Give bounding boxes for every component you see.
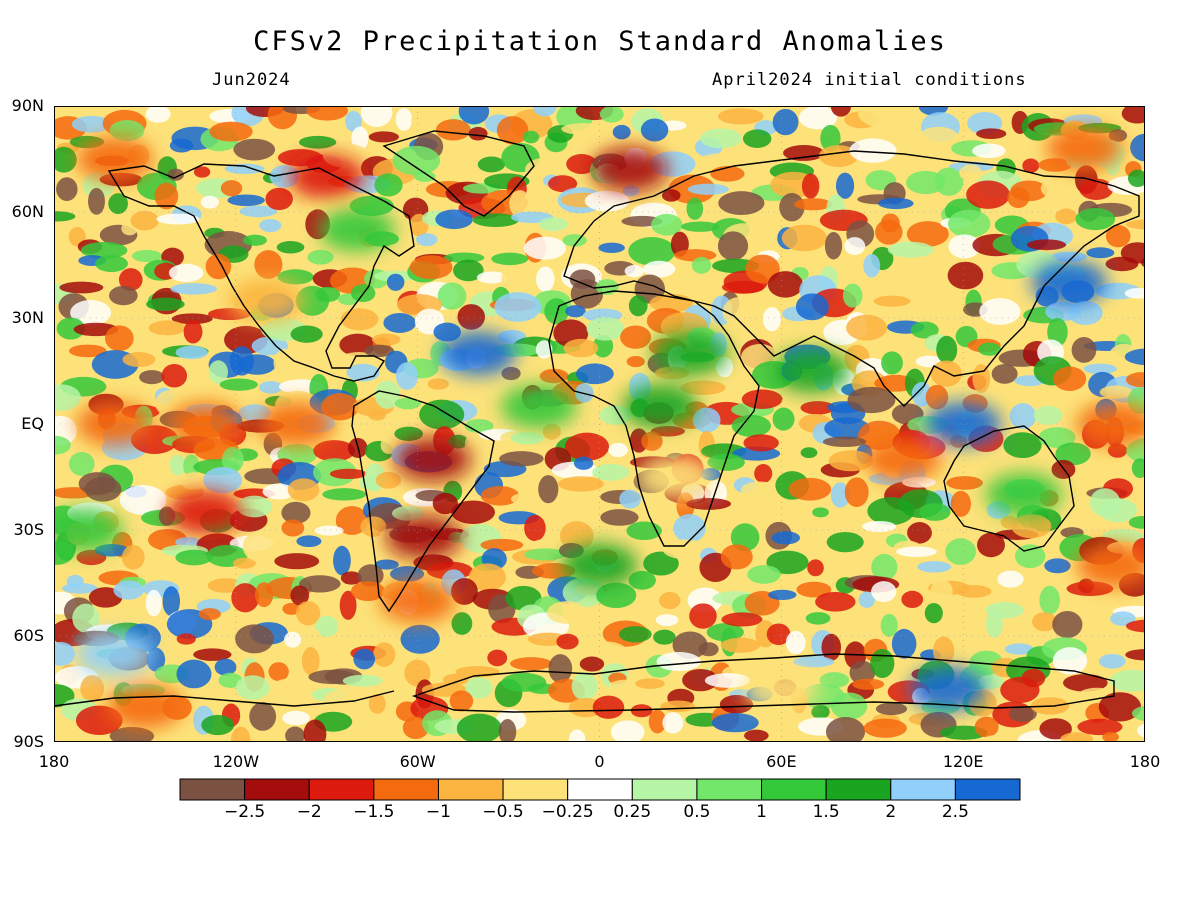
lat-label: 30N (11, 308, 44, 327)
precipitation-anomaly-map (54, 106, 1145, 742)
colorbar-tick-label: 1.5 (812, 802, 840, 822)
colorbar-swatch (761, 778, 827, 801)
anomaly-region (652, 331, 729, 376)
lat-label: 60S (13, 626, 44, 645)
colorbar-tick-label: −2.5 (223, 802, 266, 822)
colorbar-tick-label: −2 (296, 802, 322, 822)
colorbar-tick-label: −1.5 (353, 802, 395, 822)
initial-conditions: April2024 initial conditions (712, 70, 1027, 90)
lon-label: 120W (212, 752, 260, 771)
anomaly-region (864, 437, 941, 482)
graticule (54, 106, 1145, 742)
colorbar-swatch (890, 778, 956, 801)
colorbar-tick-label: −0.25 (541, 802, 594, 822)
anomaly-region (1076, 543, 1145, 588)
lat-label: EQ (21, 414, 44, 433)
colorbar-tick-label: 2.5 (941, 802, 969, 822)
lon-label: 60W (399, 752, 436, 771)
colorbar-swatch (437, 778, 504, 801)
colorbar-swatch (631, 778, 698, 801)
colorbar-swatch (373, 778, 439, 801)
map-title: CFSv2 Precipitation Standard Anomalies (253, 26, 947, 57)
anomaly-region (440, 331, 517, 376)
colorbar-swatch (567, 778, 633, 801)
colorbar-swatch (179, 778, 246, 801)
anomaly-region (167, 402, 244, 446)
colorbar-swatch (502, 778, 569, 801)
anomaly-region (385, 515, 462, 560)
anomaly-region (258, 402, 335, 446)
anomaly-region (500, 384, 577, 429)
colorbar-swatch (954, 778, 1021, 801)
lon-label: 60E (766, 752, 797, 771)
anomaly-region (319, 207, 396, 252)
colorbar-swatch (825, 778, 892, 801)
lat-label: 30S (13, 520, 44, 539)
anomaly-region (54, 508, 123, 552)
lat-label: 90S (13, 732, 44, 751)
anomaly-region (106, 684, 183, 729)
anomaly-region (985, 472, 1062, 517)
anomaly-region (394, 437, 471, 482)
anomaly-region (1046, 126, 1123, 171)
anomaly-region (773, 349, 850, 393)
colorbar-tick-label: −1 (425, 802, 451, 822)
lon-label: 180 (1129, 752, 1161, 771)
anomaly-region (910, 667, 987, 711)
lon-label: 0 (594, 752, 605, 771)
anomaly-region (637, 455, 714, 499)
colorbar-tick-label: −0.5 (482, 802, 524, 822)
anomaly-region (288, 154, 365, 199)
lat-label: 90N (11, 96, 44, 115)
map-frame (54, 106, 1145, 742)
colorbar-tick-label: 0.25 (613, 802, 652, 822)
lon-label: 180 (38, 752, 70, 771)
lon-label: 120E (942, 752, 984, 771)
colorbar-swatch (244, 778, 310, 801)
anomaly-region (167, 490, 244, 535)
colorbar-tick-label: 2 (885, 802, 897, 822)
colorbar-tick-label: 1 (756, 802, 767, 822)
anomaly-region (76, 137, 153, 181)
colorbar-swatch (696, 778, 763, 801)
coastlines (54, 130, 1140, 713)
lat-label: 60N (11, 202, 44, 221)
colorbar-tick-label: 0.5 (683, 802, 711, 822)
colorbar-swatch (308, 778, 375, 801)
anomaly-region (1031, 260, 1108, 305)
forecast-month: Jun2024 (212, 70, 291, 90)
anomaly-region (591, 147, 668, 192)
anomaly-region (76, 631, 153, 676)
anomaly-region (561, 543, 638, 588)
anomaly-region (743, 667, 820, 711)
anomaly-region (622, 384, 699, 429)
anomaly-region (379, 578, 456, 623)
colorbar (179, 778, 1021, 801)
anomaly-region (228, 278, 305, 323)
